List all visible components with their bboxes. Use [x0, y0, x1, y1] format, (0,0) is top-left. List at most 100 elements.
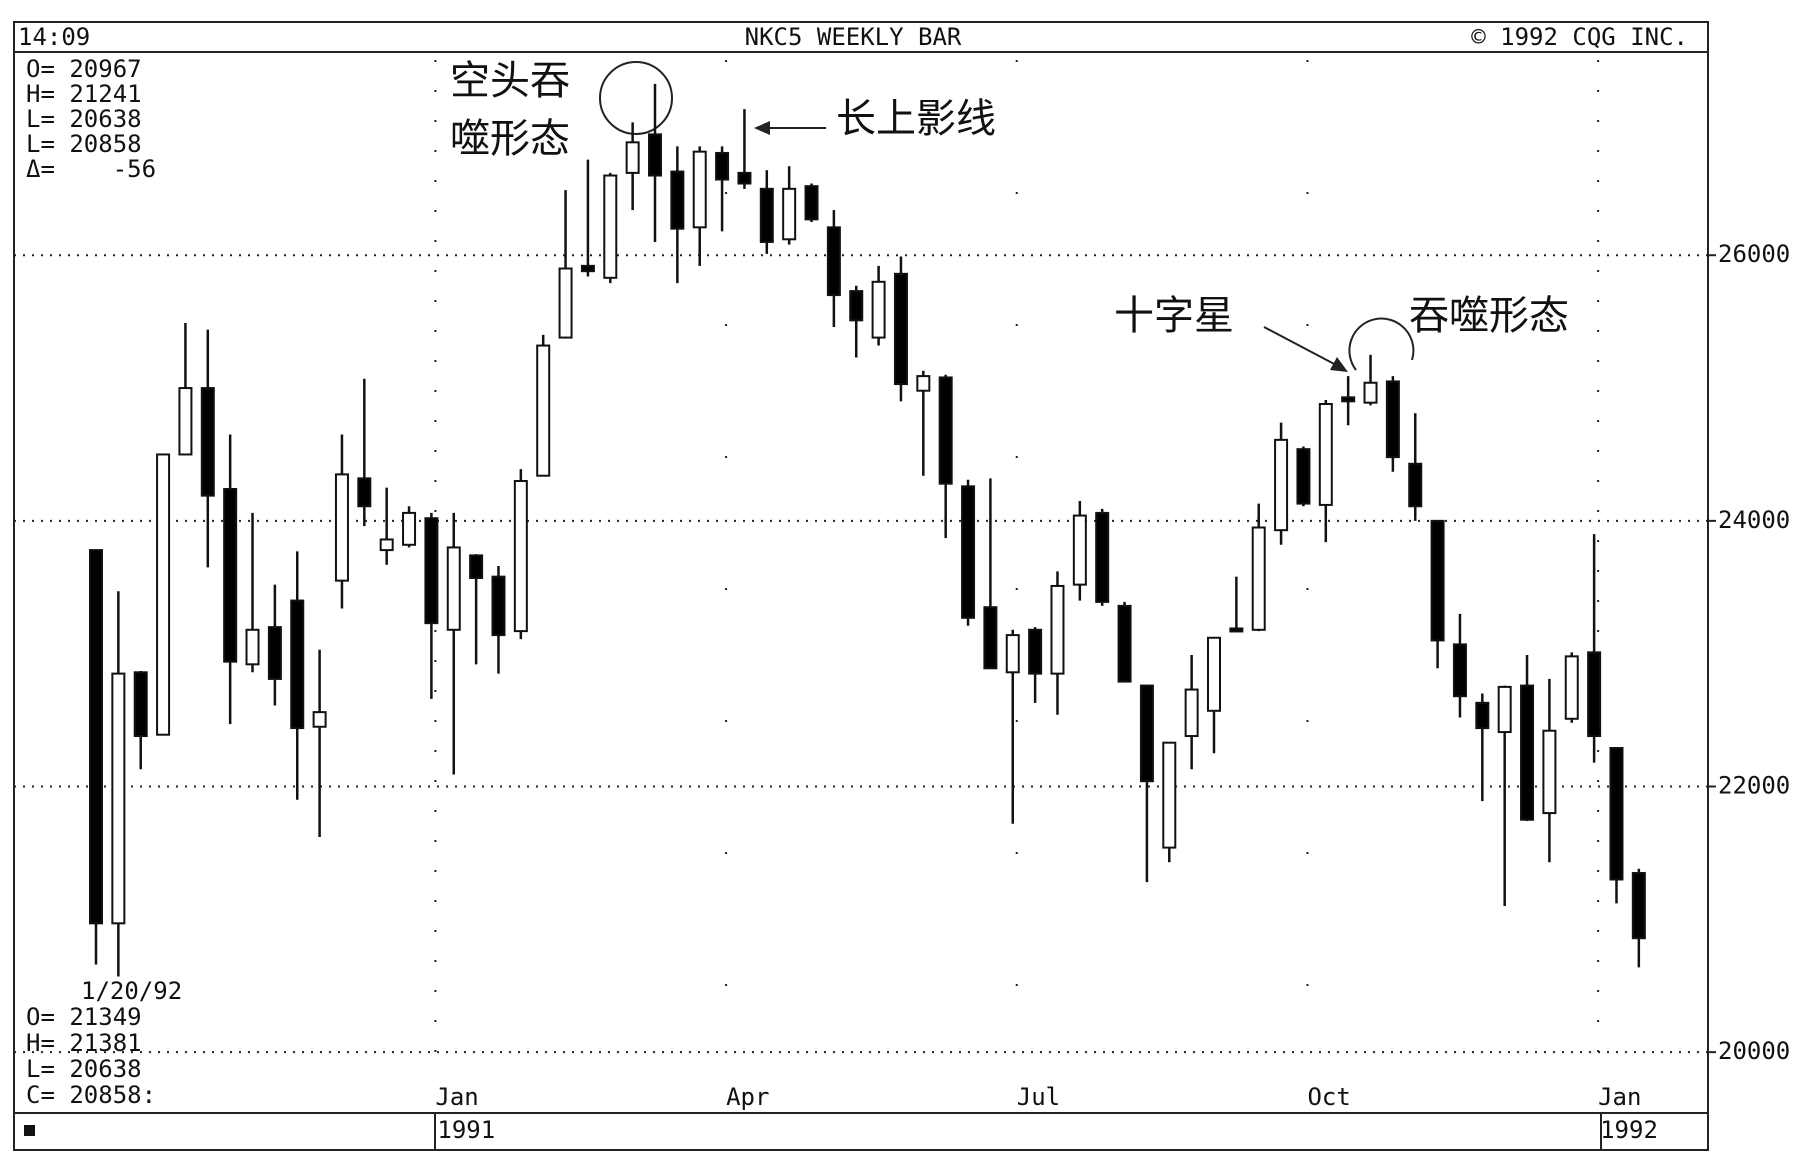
candle-body — [603, 174, 618, 279]
info-top-line: L= 20858 — [26, 130, 142, 158]
candle-body — [1631, 871, 1646, 940]
x-tick-label: Jan — [1598, 1083, 1641, 1111]
candle-body — [223, 487, 238, 663]
info-top-line: H= 21241 — [26, 80, 142, 108]
candle-body — [178, 387, 193, 456]
candle-body — [1318, 402, 1333, 506]
candle-body — [983, 606, 998, 670]
candle-body — [312, 711, 327, 728]
y-tick-label: 26000 — [1718, 240, 1790, 268]
candle-body — [1587, 651, 1602, 738]
candle-body — [357, 477, 372, 508]
header-copyright: © 1992 CQG INC. — [1471, 23, 1688, 51]
candle-body — [1430, 519, 1445, 642]
candle-body — [290, 599, 305, 730]
y-tick-label: 20000 — [1718, 1037, 1790, 1065]
year-label: 1992 — [1600, 1116, 1658, 1144]
header-time: 14:09 — [18, 23, 90, 51]
candle-body — [1564, 655, 1579, 720]
candle-body — [1229, 627, 1244, 633]
y-tick-label: 24000 — [1718, 506, 1790, 534]
info-bottom-line: L= 20638 — [26, 1055, 142, 1083]
candle-body — [491, 575, 506, 637]
candle-body — [1274, 438, 1289, 532]
annotation: 十字星 — [1114, 293, 1234, 339]
candle-body — [715, 151, 730, 181]
candle-body — [379, 538, 394, 552]
frame — [13, 21, 1709, 1151]
candle-body — [334, 473, 349, 582]
info-top-line: L= 20638 — [26, 105, 142, 133]
candle-body — [759, 187, 774, 243]
candle-body — [1363, 381, 1378, 404]
candle-body — [1072, 514, 1087, 586]
x-tick-label: Jan — [435, 1083, 478, 1111]
candle-body — [446, 546, 461, 631]
info-top-line: O= 20967 — [26, 55, 142, 83]
annotation: 吞噬形态 — [1409, 293, 1569, 339]
candle-body — [670, 170, 685, 230]
candle-body — [156, 453, 171, 736]
candle-body — [1139, 684, 1154, 783]
candle-body — [1162, 741, 1177, 849]
chart-title: NKC5 WEEKLY BAR — [745, 23, 962, 51]
annotation: 长上影线 — [836, 96, 996, 142]
candle-body — [424, 517, 439, 625]
info-bottom-line: O= 21349 — [26, 1003, 142, 1031]
annotation: 空头吞 — [450, 58, 570, 104]
candle-body — [1251, 526, 1266, 631]
candle-body — [648, 133, 662, 177]
candle-body — [961, 485, 976, 619]
candle-body — [469, 554, 484, 579]
candle-body — [1050, 584, 1065, 675]
candle-body — [111, 672, 126, 925]
candle-body — [558, 267, 573, 339]
candle-body — [513, 480, 528, 633]
candle-body — [737, 171, 752, 185]
candle-body — [1497, 685, 1512, 734]
x-tick-label: Jul — [1017, 1083, 1060, 1111]
candle-body — [782, 187, 797, 241]
candle-body — [804, 185, 819, 221]
year-label: 1991 — [437, 1116, 495, 1144]
info-top-line: Δ= -56 — [26, 155, 156, 183]
x-tick-label: Apr — [726, 1083, 769, 1111]
candle-body — [1117, 604, 1132, 683]
candle-body — [1207, 636, 1221, 712]
candle-body — [871, 280, 886, 339]
candle-body — [89, 549, 103, 925]
candle-body — [402, 511, 417, 546]
candle-body — [1095, 511, 1110, 603]
annotation-arrowhead — [754, 121, 770, 135]
candle-body — [1475, 701, 1490, 730]
candle-body — [938, 376, 953, 485]
candle-body — [1609, 746, 1624, 881]
candle-body — [1452, 643, 1467, 698]
info-bottom-line: C= 20858: — [26, 1081, 156, 1109]
candle-body — [1028, 628, 1043, 675]
candle-body — [267, 626, 282, 680]
candle-body — [1542, 729, 1557, 815]
candle-body — [1341, 396, 1356, 403]
annotation-circle — [1348, 317, 1415, 371]
info-bottom-line: H= 21381 — [26, 1029, 142, 1057]
candle-body — [1408, 462, 1423, 508]
candle-body — [200, 387, 215, 497]
candle-body — [1184, 688, 1199, 738]
candle-body — [1520, 684, 1535, 821]
candle-body — [849, 290, 864, 322]
candle-body — [893, 272, 908, 386]
annotation: 噬形态 — [450, 116, 570, 162]
candle-body — [916, 375, 931, 392]
candle-body — [1385, 380, 1400, 459]
candle-body — [133, 671, 148, 738]
candle-body — [625, 141, 640, 174]
footer-square — [24, 1125, 35, 1136]
annotation-circle — [599, 61, 673, 135]
candle-body — [536, 344, 551, 477]
candle-body — [692, 150, 707, 229]
candle-body — [826, 226, 841, 297]
candle-body — [580, 264, 595, 273]
